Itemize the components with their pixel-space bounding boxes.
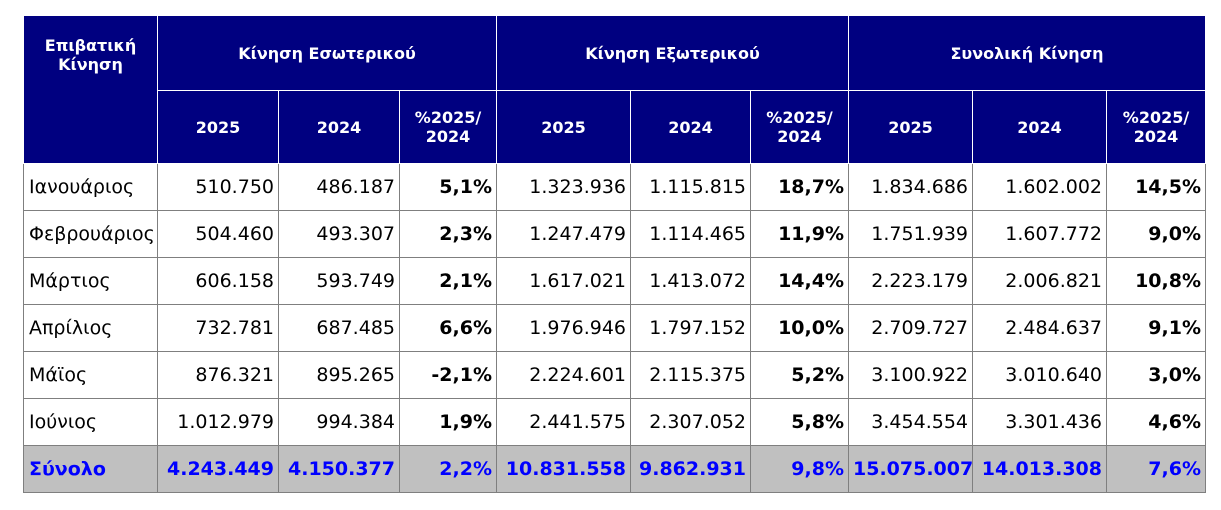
col-header-2024: 2024 [630, 90, 751, 164]
total-pct-cell: 9,0% [1106, 210, 1206, 258]
table-row: Απρίλιος 732.781 687.485 6,6% 1.976.946 … [23, 304, 1206, 352]
col-header-pct: %2025/ 2024 [399, 90, 497, 164]
domestic-pct-cell: -2,1% [399, 351, 497, 399]
international-2024-cell: 1.114.465 [630, 210, 751, 258]
total-2025-total: 15.075.007 [848, 445, 973, 493]
domestic-2025-cell: 1.012.979 [157, 398, 279, 446]
domestic-2025-cell: 504.460 [157, 210, 279, 258]
international-2024-cell: 2.115.375 [630, 351, 751, 399]
table-row: Φεβρουάριος 504.460 493.307 2,3% 1.247.4… [23, 210, 1206, 258]
total-2024-cell: 2.006.821 [972, 257, 1107, 305]
international-2025-total: 10.831.558 [496, 445, 631, 493]
domestic-2024-total: 4.150.377 [278, 445, 400, 493]
international-pct-cell: 11,9% [750, 210, 849, 258]
domestic-2024-cell: 687.485 [278, 304, 400, 352]
col-header-pct: %2025/ 2024 [750, 90, 849, 164]
total-2025-cell: 1.751.939 [848, 210, 973, 258]
international-2024-cell: 1.115.815 [630, 163, 751, 211]
international-2025-cell: 1.617.021 [496, 257, 631, 305]
total-pct-cell: 14,5% [1106, 163, 1206, 211]
international-2024-cell: 2.307.052 [630, 398, 751, 446]
international-2025-cell: 1.247.479 [496, 210, 631, 258]
total-2025-cell: 1.834.686 [848, 163, 973, 211]
table-row: Ιούνιος 1.012.979 994.384 1,9% 2.441.575… [23, 398, 1206, 446]
col-header-2024: 2024 [972, 90, 1107, 164]
international-2025-cell: 2.441.575 [496, 398, 631, 446]
table-row: Ιανουάριος 510.750 486.187 5,1% 1.323.93… [23, 163, 1206, 211]
total-pct-total: 7,6% [1106, 445, 1206, 493]
col-header-pct: %2025/ 2024 [1106, 90, 1206, 164]
domestic-2025-total: 4.243.449 [157, 445, 279, 493]
domestic-2024-cell: 493.307 [278, 210, 400, 258]
col-header-2025: 2025 [848, 90, 973, 164]
domestic-pct-cell: 1,9% [399, 398, 497, 446]
total-group-header: Συνολική Κίνηση [848, 15, 1206, 91]
international-2024-cell: 1.797.152 [630, 304, 751, 352]
total-2025-cell: 2.223.179 [848, 257, 973, 305]
domestic-pct-total: 2,2% [399, 445, 497, 493]
international-pct-cell: 5,8% [750, 398, 849, 446]
passenger-traffic-table: Επιβατική Κίνηση Κίνηση Εσωτερικού Κίνησ… [23, 15, 1206, 493]
month-cell: Ιούνιος [23, 398, 158, 446]
col-header-2025: 2025 [496, 90, 631, 164]
total-2025-cell: 3.100.922 [848, 351, 973, 399]
domestic-pct-cell: 2,3% [399, 210, 497, 258]
domestic-2024-cell: 593.749 [278, 257, 400, 305]
domestic-pct-cell: 6,6% [399, 304, 497, 352]
month-cell: Μάϊος [23, 351, 158, 399]
international-pct-cell: 5,2% [750, 351, 849, 399]
international-2024-cell: 1.413.072 [630, 257, 751, 305]
total-row: Σύνολο 4.243.449 4.150.377 2,2% 10.831.5… [23, 445, 1206, 493]
domestic-2024-cell: 994.384 [278, 398, 400, 446]
international-group-header: Κίνηση Εξωτερικού [496, 15, 849, 91]
total-pct-cell: 9,1% [1106, 304, 1206, 352]
domestic-2024-cell: 486.187 [278, 163, 400, 211]
total-2024-cell: 3.301.436 [972, 398, 1107, 446]
international-pct-cell: 10,0% [750, 304, 849, 352]
domestic-2025-cell: 606.158 [157, 257, 279, 305]
table-row: Μάρτιος 606.158 593.749 2,1% 1.617.021 1… [23, 257, 1206, 305]
total-pct-cell: 4,6% [1106, 398, 1206, 446]
total-pct-cell: 3,0% [1106, 351, 1206, 399]
domestic-group-header: Κίνηση Εσωτερικού [157, 15, 497, 91]
col-header-2024: 2024 [278, 90, 400, 164]
total-label-cell: Σύνολο [23, 445, 158, 493]
month-cell: Απρίλιος [23, 304, 158, 352]
domestic-2025-cell: 732.781 [157, 304, 279, 352]
international-2024-total: 9.862.931 [630, 445, 751, 493]
table-row: Μάϊος 876.321 895.265 -2,1% 2.224.601 2.… [23, 351, 1206, 399]
domestic-2025-cell: 876.321 [157, 351, 279, 399]
total-2024-total: 14.013.308 [972, 445, 1107, 493]
international-2025-cell: 2.224.601 [496, 351, 631, 399]
total-2025-cell: 2.709.727 [848, 304, 973, 352]
total-2024-cell: 3.010.640 [972, 351, 1107, 399]
total-2025-cell: 3.454.554 [848, 398, 973, 446]
col-header-2025: 2025 [157, 90, 279, 164]
corner-header: Επιβατική Κίνηση [23, 15, 158, 164]
domestic-2025-cell: 510.750 [157, 163, 279, 211]
international-pct-cell: 14,4% [750, 257, 849, 305]
month-cell: Ιανουάριος [23, 163, 158, 211]
month-cell: Φεβρουάριος [23, 210, 158, 258]
total-pct-cell: 10,8% [1106, 257, 1206, 305]
total-2024-cell: 1.607.772 [972, 210, 1107, 258]
domestic-2024-cell: 895.265 [278, 351, 400, 399]
international-pct-total: 9,8% [750, 445, 849, 493]
total-2024-cell: 1.602.002 [972, 163, 1107, 211]
month-cell: Μάρτιος [23, 257, 158, 305]
domestic-pct-cell: 2,1% [399, 257, 497, 305]
domestic-pct-cell: 5,1% [399, 163, 497, 211]
international-pct-cell: 18,7% [750, 163, 849, 211]
international-2025-cell: 1.323.936 [496, 163, 631, 211]
international-2025-cell: 1.976.946 [496, 304, 631, 352]
total-2024-cell: 2.484.637 [972, 304, 1107, 352]
